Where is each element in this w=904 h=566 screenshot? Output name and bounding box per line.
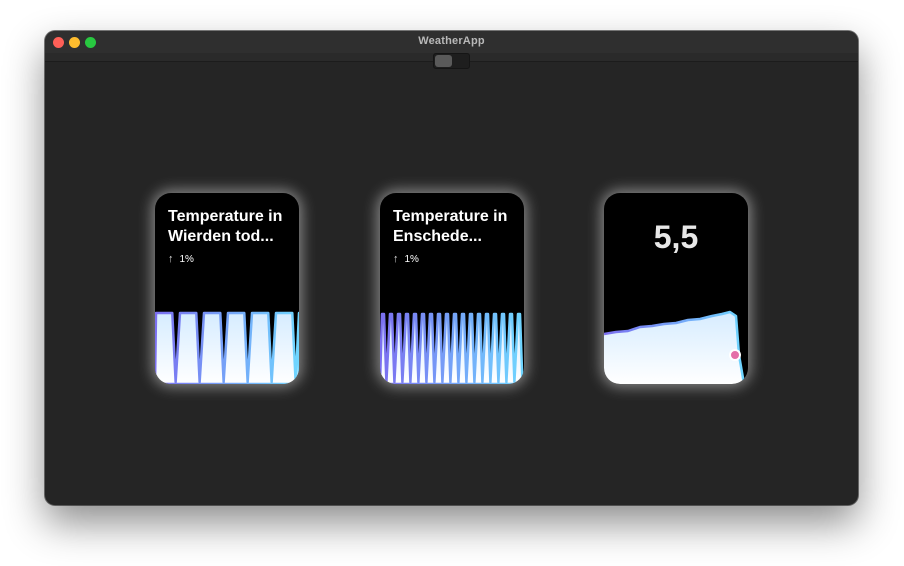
temperature-value-widget[interactable]: 5,5 — [604, 193, 748, 384]
chart-series — [155, 311, 299, 384]
title-bar: WeatherApp — [45, 31, 858, 54]
change-indicator: ↑ 1% — [393, 253, 419, 265]
widget-title: Temperature in Wierden tod... — [168, 208, 283, 245]
app-window: WeatherApp Temperature in Wierden tod...… — [45, 31, 858, 505]
chart-line — [604, 310, 746, 384]
zoom-window-button[interactable] — [85, 37, 96, 48]
temperature-value: 5,5 — [653, 219, 699, 255]
wierden-bar-chart — [155, 311, 299, 384]
temperature-widget-enschede[interactable]: Temperature in Enschede... ↑ 1% — [380, 193, 524, 384]
current-point-marker — [729, 349, 741, 361]
change-value: 1% — [179, 253, 194, 265]
temperature-line-chart — [604, 310, 746, 384]
toolbar-toggle[interactable] — [433, 53, 470, 69]
change-indicator: ↑ 1% — [168, 253, 194, 265]
enschede-bar-chart — [380, 312, 524, 384]
toggle-knob — [435, 55, 452, 67]
widget-title: Temperature in Enschede... — [393, 208, 508, 245]
chart-series — [380, 312, 524, 384]
close-window-button[interactable] — [53, 37, 64, 48]
temperature-widget-wierden[interactable]: Temperature in Wierden tod... ↑ 1% — [155, 193, 299, 384]
minimize-window-button[interactable] — [69, 37, 80, 48]
change-value: 1% — [404, 253, 419, 265]
chart-area — [604, 312, 744, 384]
arrow-up-icon: ↑ — [393, 253, 399, 265]
arrow-up-icon: ↑ — [168, 253, 174, 265]
window-title: WeatherApp — [418, 35, 485, 47]
